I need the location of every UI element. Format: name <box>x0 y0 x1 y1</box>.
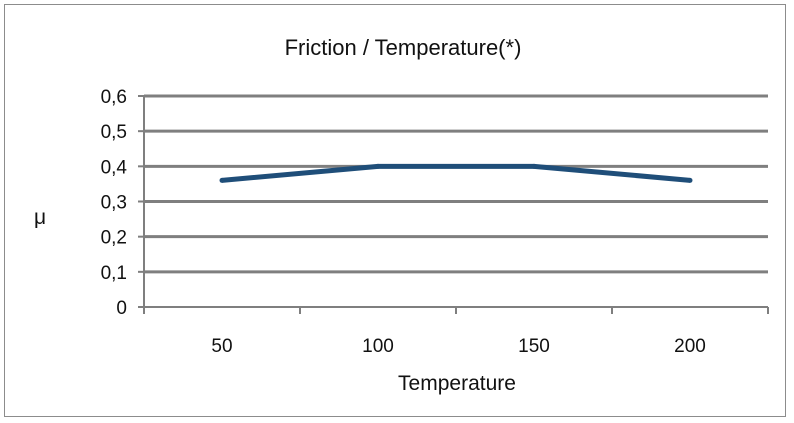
data-point <box>687 177 693 183</box>
y-tick-label: 0 <box>116 298 127 319</box>
data-point <box>375 163 381 169</box>
data-point <box>219 177 225 183</box>
y-tick-label: 0,1 <box>101 263 127 284</box>
data-point <box>531 163 537 169</box>
y-axis-title: μ <box>34 206 46 229</box>
y-tick-label: 0,2 <box>101 228 127 249</box>
x-tick-label: 50 <box>211 336 232 357</box>
y-tick-label: 0,4 <box>101 157 128 178</box>
y-tick-label: 0,5 <box>101 122 127 143</box>
x-axis-title: Temperature <box>398 372 516 395</box>
x-tick-label: 200 <box>674 336 706 357</box>
y-tick-label: 0,3 <box>101 193 127 214</box>
x-tick-label: 100 <box>362 336 394 357</box>
chart-title: Friction / Temperature(*) <box>285 35 522 60</box>
series-line <box>221 163 691 183</box>
chart-frame <box>4 4 786 417</box>
y-tick-label: 0,6 <box>101 87 127 108</box>
x-tick-label: 150 <box>518 336 550 357</box>
